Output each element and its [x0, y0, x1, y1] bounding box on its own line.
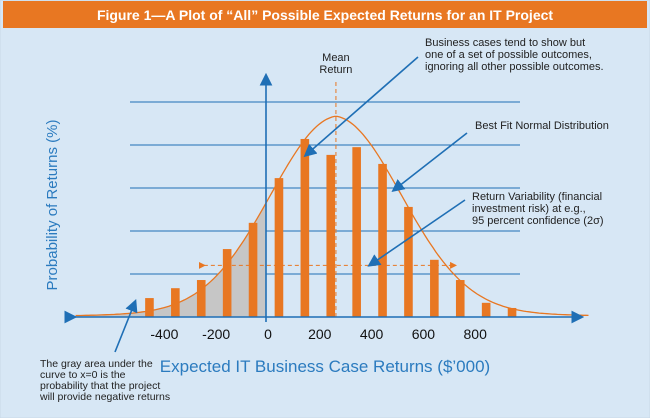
gray-annotation: The gray area under the curve to x=0 is t… [39, 358, 170, 403]
best-fit-arrow [391, 132, 468, 192]
bar [300, 138, 310, 317]
x-tick-label: 800 [464, 326, 488, 342]
x-tick-label: 600 [412, 326, 436, 342]
x-tick-label: -400 [150, 326, 178, 342]
y-axis-label: Probability of Returns (%) [44, 120, 61, 291]
bar [378, 163, 387, 317]
negative-return-area [75, 203, 266, 317]
business-annotation: Business cases tend to show but one of a … [425, 37, 604, 73]
bar [222, 249, 232, 317]
x-tick-label: 400 [360, 326, 384, 342]
bar [352, 147, 361, 317]
normal-fit-curve [75, 115, 589, 317]
bar [248, 222, 258, 317]
bar [481, 302, 491, 317]
gray-area-arrow [114, 299, 138, 353]
bar [196, 280, 206, 317]
bar [455, 280, 465, 317]
bar [145, 298, 154, 317]
x-tick-label: 200 [308, 326, 332, 342]
title-bar [3, 1, 647, 28]
variability-annotation: Return Variability (financial investment … [472, 191, 604, 227]
bar [404, 206, 413, 317]
mean-return-label: Mean Return [319, 52, 353, 76]
bar [171, 288, 180, 317]
x-axis-label: Expected IT Business Case Returns ($’000… [160, 357, 490, 376]
variability-arrow [367, 199, 466, 267]
bestfit-annotation: Best Fit Normal Distribution [475, 120, 609, 132]
x-tick-label: -200 [202, 326, 230, 342]
bar [326, 154, 336, 317]
business-case-arrow [303, 56, 419, 158]
bar [274, 178, 284, 317]
chart-title: Figure 1—A Plot of “All” Possible Expect… [97, 7, 553, 23]
x-tick-label: 0 [264, 326, 272, 342]
bar [430, 259, 439, 317]
